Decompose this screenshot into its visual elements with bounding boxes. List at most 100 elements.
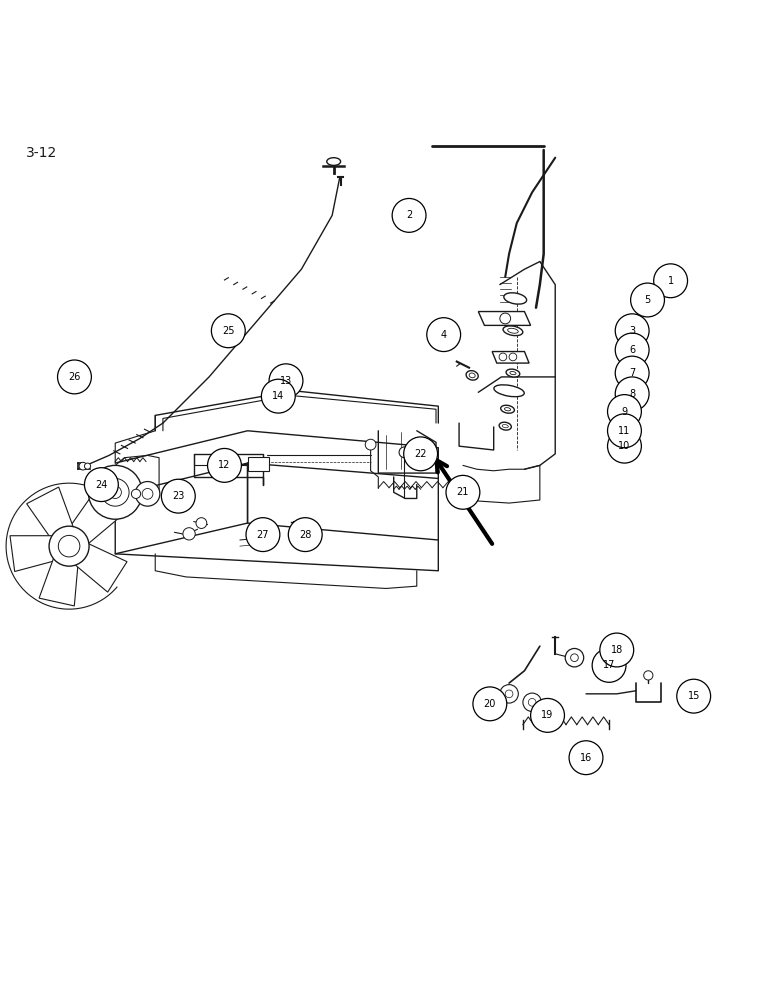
Circle shape	[131, 489, 141, 498]
Text: 12: 12	[218, 460, 231, 470]
Ellipse shape	[503, 425, 508, 428]
Text: 19: 19	[541, 710, 554, 720]
Circle shape	[677, 679, 710, 713]
Circle shape	[266, 526, 273, 532]
Text: 27: 27	[256, 530, 269, 540]
Ellipse shape	[494, 385, 524, 397]
Text: 3-12: 3-12	[26, 146, 57, 160]
Circle shape	[600, 633, 634, 667]
Polygon shape	[39, 558, 78, 606]
Ellipse shape	[469, 373, 476, 378]
Circle shape	[528, 698, 536, 706]
Ellipse shape	[508, 328, 518, 333]
Text: 2: 2	[406, 210, 412, 220]
Circle shape	[569, 741, 603, 775]
Text: 20: 20	[483, 699, 496, 709]
Circle shape	[49, 526, 89, 566]
Circle shape	[88, 465, 142, 519]
Circle shape	[644, 671, 653, 680]
Circle shape	[499, 313, 510, 324]
Circle shape	[392, 198, 426, 232]
Text: 8: 8	[629, 389, 635, 399]
Polygon shape	[75, 544, 127, 592]
Text: 4: 4	[441, 330, 447, 340]
Circle shape	[530, 698, 564, 732]
Ellipse shape	[503, 326, 523, 336]
Circle shape	[399, 447, 410, 458]
Circle shape	[84, 463, 90, 469]
Polygon shape	[479, 312, 530, 325]
Circle shape	[109, 486, 121, 498]
Text: 18: 18	[611, 645, 623, 655]
Text: 3: 3	[629, 326, 635, 336]
Text: 25: 25	[222, 326, 235, 336]
Circle shape	[615, 377, 649, 411]
Text: 17: 17	[603, 660, 615, 670]
Text: 9: 9	[621, 407, 628, 417]
Text: 11: 11	[618, 426, 631, 436]
Circle shape	[262, 522, 277, 537]
Ellipse shape	[499, 422, 511, 430]
Circle shape	[446, 475, 480, 509]
Circle shape	[499, 353, 506, 361]
Text: 23: 23	[172, 491, 185, 501]
Circle shape	[262, 379, 295, 413]
Polygon shape	[69, 492, 121, 544]
Circle shape	[523, 693, 541, 712]
Text: 13: 13	[280, 376, 292, 386]
Circle shape	[615, 314, 649, 348]
Text: 28: 28	[299, 530, 311, 540]
Circle shape	[101, 478, 129, 506]
Circle shape	[654, 264, 688, 298]
Circle shape	[608, 429, 642, 463]
Text: 15: 15	[688, 691, 700, 701]
Circle shape	[288, 518, 322, 552]
Text: 24: 24	[95, 480, 107, 490]
Text: 14: 14	[273, 391, 284, 401]
Circle shape	[183, 528, 195, 540]
Ellipse shape	[466, 371, 478, 380]
Ellipse shape	[230, 461, 238, 467]
Circle shape	[365, 439, 376, 450]
Circle shape	[499, 685, 518, 703]
Polygon shape	[493, 352, 529, 363]
Text: 21: 21	[457, 487, 469, 497]
Ellipse shape	[504, 408, 510, 411]
Circle shape	[58, 360, 91, 394]
Circle shape	[608, 414, 642, 448]
Ellipse shape	[510, 371, 516, 375]
Circle shape	[196, 518, 207, 528]
Text: 1: 1	[668, 276, 674, 286]
Circle shape	[212, 314, 245, 348]
Circle shape	[404, 437, 438, 471]
Circle shape	[135, 482, 160, 506]
Circle shape	[427, 318, 461, 352]
Ellipse shape	[327, 158, 340, 165]
Ellipse shape	[504, 293, 527, 304]
Ellipse shape	[501, 405, 514, 413]
Ellipse shape	[506, 369, 520, 377]
Circle shape	[631, 283, 665, 317]
Circle shape	[142, 488, 153, 499]
Bar	[248, 457, 269, 471]
Circle shape	[565, 648, 584, 667]
Text: 26: 26	[68, 372, 80, 382]
Circle shape	[615, 356, 649, 390]
Text: 7: 7	[629, 368, 635, 378]
Circle shape	[84, 468, 118, 502]
Polygon shape	[27, 487, 73, 539]
Circle shape	[608, 395, 642, 428]
Circle shape	[269, 364, 303, 398]
Circle shape	[161, 479, 195, 513]
Text: 6: 6	[629, 345, 635, 355]
Circle shape	[59, 535, 80, 557]
Circle shape	[208, 448, 242, 482]
Circle shape	[615, 333, 649, 367]
Circle shape	[505, 690, 513, 698]
Circle shape	[246, 518, 279, 552]
Text: 10: 10	[618, 441, 631, 451]
Text: 5: 5	[645, 295, 651, 305]
Polygon shape	[10, 536, 56, 572]
Text: 16: 16	[580, 753, 592, 763]
Circle shape	[571, 654, 578, 662]
